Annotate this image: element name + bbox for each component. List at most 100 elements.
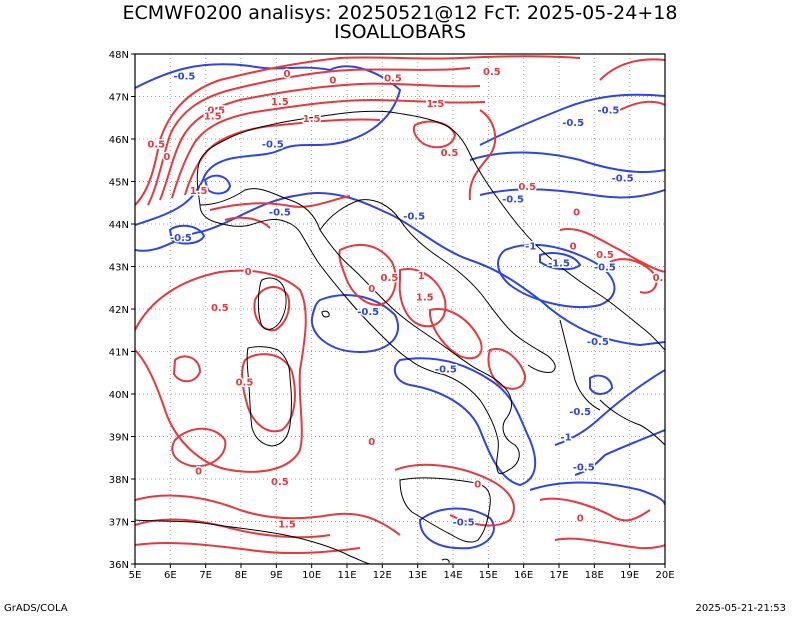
lon-tick-label: 20E <box>655 570 674 581</box>
contour-value-label: 0.5 <box>384 73 402 84</box>
contour-value-label: 0.5 <box>211 303 229 314</box>
lon-tick-label: 14E <box>443 570 462 581</box>
contour-line <box>253 286 291 332</box>
sicily-coastline <box>399 477 491 543</box>
contour-value-label: -0.5 <box>502 195 524 206</box>
lon-tick-label: 10E <box>302 570 321 581</box>
lon-tick-label: 17E <box>549 570 568 581</box>
contour-line <box>171 427 227 468</box>
lon-tick-label: 15E <box>479 570 498 581</box>
contour-labels: -0.5 00.51.51.51.50 0.51.50.5-0.5-0.50.50-… <box>146 66 671 533</box>
contour-value-label: -0.5 <box>174 71 196 82</box>
coastlines-and-borders <box>135 110 665 564</box>
contour-line <box>159 82 481 201</box>
lat-tick-label: 37N <box>109 518 129 529</box>
contour-value-label: -0.5 <box>357 307 379 318</box>
contour-line <box>429 308 483 360</box>
contour-line <box>574 429 665 476</box>
north-africa-coast <box>135 519 371 564</box>
longitude-axis: 5E 6E 7E 8E 9E 10E 11E 12E 13E 14E 15E 16E 17E 18E 19E… <box>129 564 675 581</box>
contour-line <box>539 252 582 271</box>
map-subtitle: ISOALLOBARS <box>333 21 467 43</box>
lon-tick-label: 12E <box>373 570 392 581</box>
lat-tick-label: 44N <box>109 220 129 231</box>
contour-line <box>418 507 495 550</box>
contour-value-label: -0.5 <box>569 407 591 418</box>
contour-line <box>135 541 361 555</box>
contour-line <box>135 191 665 347</box>
lon-tick-label: 18E <box>585 570 604 581</box>
contour-line <box>497 243 616 309</box>
contour-line <box>184 118 381 196</box>
contour-value-label: -0.5 <box>562 118 584 129</box>
contour-value-label: 0 <box>573 207 580 218</box>
italy-coastline <box>199 188 520 475</box>
contour-value-label: 0.5 <box>236 377 254 388</box>
contour-value-label: 0 <box>163 152 170 163</box>
lat-tick-label: 42N <box>109 305 129 316</box>
contour-value-label: 0.5 <box>207 105 225 116</box>
lat-tick-label: 36N <box>109 560 129 571</box>
lat-tick-label: 40N <box>109 390 129 401</box>
lon-tick-label: 9E <box>270 570 283 581</box>
contour-value-label: 0.5 <box>518 182 536 193</box>
lat-tick-label: 45N <box>109 178 129 189</box>
contour-line <box>147 67 471 206</box>
contour-line <box>599 58 665 81</box>
contour-value-label: 1.5 <box>271 97 289 108</box>
contour-value-label: 0.5 <box>147 139 165 150</box>
contour-value-label: -0.5 <box>453 518 475 529</box>
contour-line <box>559 228 665 273</box>
lon-tick-label: 8E <box>235 570 248 581</box>
contour-line <box>539 497 651 522</box>
contour-value-label: -0.5 <box>612 173 634 184</box>
contour-value-label: 0.5 <box>653 273 671 284</box>
contour-value-label: -1 <box>561 433 572 444</box>
contour-line <box>589 374 614 395</box>
contour-value-label: 0.5 <box>381 273 399 284</box>
alps-border <box>196 110 469 206</box>
contour-line <box>394 463 515 527</box>
positive-contours <box>135 55 665 555</box>
contour-line <box>469 151 665 173</box>
lat-tick-label: 41N <box>109 348 129 359</box>
contour-line <box>224 216 271 229</box>
contour-line <box>135 518 331 539</box>
contour-line <box>241 353 296 433</box>
lat-tick-label: 46N <box>109 135 129 146</box>
contour-value-label: 1.5 <box>303 114 321 125</box>
greece-coast <box>599 399 665 446</box>
contour-line <box>171 98 486 199</box>
contour-value-label: -0.5 <box>594 263 616 274</box>
balkan-coast <box>467 149 665 351</box>
contour-value-label: 1 <box>418 271 425 282</box>
map-title: ECMWF0200 analisys: 20250521@12 FcT: 202… <box>122 2 678 24</box>
negative-contours <box>135 63 665 550</box>
contour-line <box>554 537 665 550</box>
albania-coast <box>559 319 601 411</box>
contour-line <box>479 93 665 146</box>
lat-tick-label: 43N <box>109 263 129 274</box>
contour-value-label: -1.5 <box>548 258 570 269</box>
contour-line <box>172 355 202 383</box>
contour-line <box>203 174 232 195</box>
contour-value-label: -0.5 <box>587 337 609 348</box>
lon-tick-label: 6E <box>164 570 177 581</box>
contour-value-label: 0.5 <box>596 250 614 261</box>
contour-line <box>468 109 497 201</box>
contour-line <box>609 258 658 294</box>
lon-tick-label: 19E <box>620 570 639 581</box>
corsica-coastline <box>257 277 287 330</box>
lon-tick-label: 5E <box>129 570 142 581</box>
contour-value-label: -0.5 <box>403 212 425 223</box>
contour-value-label: 1.5 <box>426 99 444 110</box>
contour-value-label: -0.5 <box>573 462 595 473</box>
contour-value-label: 0.5 <box>483 67 501 78</box>
lon-tick-label: 7E <box>199 570 212 581</box>
contour-value-label: 0 <box>368 284 375 295</box>
contour-line <box>487 348 527 390</box>
contour-value-label: -0.5 <box>435 365 457 376</box>
contour-value-label: -0.5 <box>262 139 284 150</box>
contour-value-label: 0 <box>329 76 336 87</box>
